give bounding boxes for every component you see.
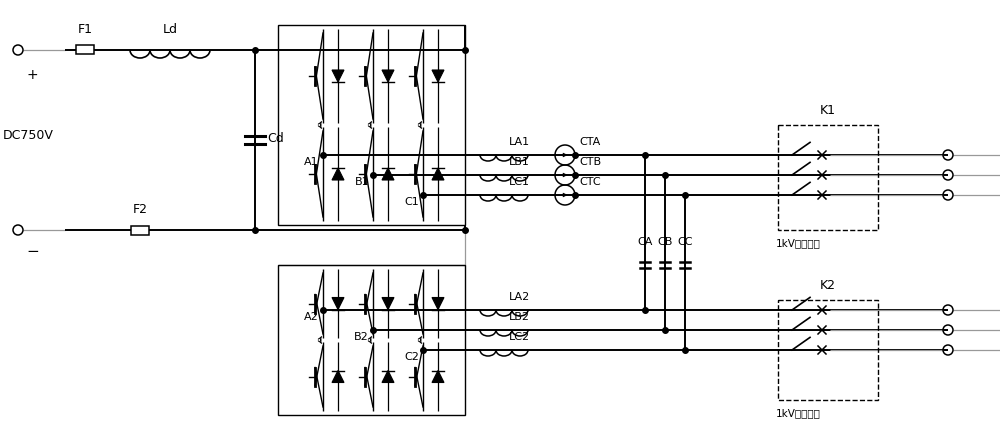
Bar	[131, 225, 149, 235]
Text: LC1: LC1	[509, 177, 530, 187]
Bar	[778, 125, 878, 230]
Polygon shape	[432, 70, 444, 82]
Text: A1: A1	[304, 157, 319, 167]
Text: LB2: LB2	[509, 312, 530, 322]
Bar	[278, 25, 465, 225]
Polygon shape	[432, 371, 444, 382]
Text: LA2: LA2	[509, 292, 530, 302]
Text: CA: CA	[637, 237, 653, 247]
Polygon shape	[382, 168, 394, 180]
Text: 1kV三相开关: 1kV三相开关	[776, 408, 821, 418]
Text: CC: CC	[677, 237, 693, 247]
Text: CTA: CTA	[579, 137, 600, 147]
Polygon shape	[332, 371, 344, 382]
Text: B1: B1	[354, 177, 369, 187]
Text: LA1: LA1	[509, 137, 530, 147]
Text: A2: A2	[304, 312, 319, 322]
Text: DC750V: DC750V	[3, 129, 54, 142]
Text: Cd: Cd	[267, 132, 284, 144]
Bar	[278, 265, 465, 415]
Polygon shape	[432, 297, 444, 310]
Text: LC2: LC2	[509, 332, 530, 342]
Text: CTB: CTB	[579, 157, 601, 167]
Bar	[76, 45, 94, 54]
Polygon shape	[382, 297, 394, 310]
Text: CTC: CTC	[579, 177, 601, 187]
Polygon shape	[332, 168, 344, 180]
Polygon shape	[332, 70, 344, 82]
Polygon shape	[332, 297, 344, 310]
Text: Ld: Ld	[162, 23, 178, 36]
Text: K1: K1	[820, 104, 836, 117]
Polygon shape	[382, 371, 394, 382]
Text: C2: C2	[404, 352, 419, 362]
Text: 1kV三相开关: 1kV三相开关	[776, 238, 821, 248]
Polygon shape	[432, 168, 444, 180]
Text: LB1: LB1	[509, 157, 530, 167]
Bar	[778, 300, 878, 400]
Text: F2: F2	[132, 203, 148, 216]
Text: CB: CB	[657, 237, 673, 247]
Text: B2: B2	[354, 332, 369, 342]
Text: +: +	[26, 68, 38, 82]
Text: K2: K2	[820, 279, 836, 292]
Text: −: −	[26, 244, 39, 259]
Text: C1: C1	[404, 197, 419, 207]
Text: F1: F1	[78, 23, 92, 36]
Polygon shape	[382, 70, 394, 82]
